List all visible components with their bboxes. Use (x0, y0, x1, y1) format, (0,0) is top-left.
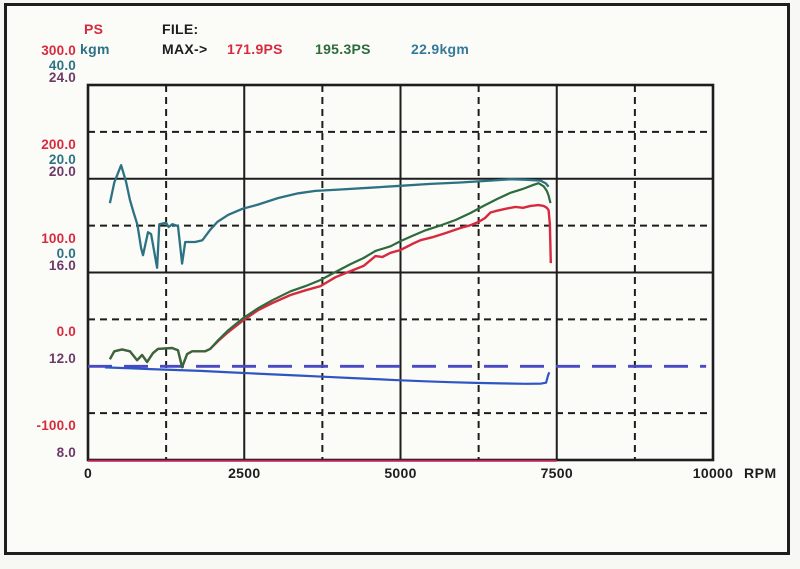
y-tick-power: 300.0 (41, 43, 76, 58)
x-tick-rpm: 0 (83, 465, 93, 481)
power-unit-label: PS (84, 21, 104, 37)
max-value-1: 171.9PS (227, 41, 283, 57)
file-label: FILE: (162, 21, 199, 37)
y-tick-power: 0.0 (56, 324, 76, 340)
rpm-unit-label: RPM (744, 465, 777, 481)
max-label: MAX-> (162, 41, 208, 57)
y-tick-aux: 24.0 (48, 70, 76, 85)
y-tick-aux: 8.0 (56, 445, 76, 460)
y-tick-torque: 0.0 (56, 245, 76, 261)
y-tick-torque: 40.0 (48, 58, 76, 73)
outer-border (4, 3, 790, 555)
y-tick-power: 200.0 (41, 136, 76, 152)
y-tick-power: -100.0 (36, 418, 76, 433)
y-tick-aux: 12.0 (48, 351, 76, 367)
y-tick-aux: 16.0 (48, 257, 76, 273)
max-value-3: 22.9kgm (411, 41, 470, 57)
series-power_ps_run2 (108, 182, 552, 369)
series-torque_kgm (108, 164, 550, 269)
series-power_ps_run1 (108, 203, 552, 369)
series-battery_voltage (104, 366, 551, 385)
x-tick-rpm: 7500 (540, 465, 573, 481)
y-tick-aux: 20.0 (48, 163, 76, 179)
y-tick-power: 100.0 (41, 230, 76, 246)
x-tick-rpm: 10000 (692, 465, 734, 481)
x-tick-rpm: 2500 (228, 465, 261, 481)
torque-unit-label: kgm (80, 41, 110, 57)
x-tick-rpm: 5000 (384, 465, 417, 481)
y-tick-torque: 20.0 (48, 151, 76, 167)
max-value-2: 195.3PS (315, 41, 371, 57)
